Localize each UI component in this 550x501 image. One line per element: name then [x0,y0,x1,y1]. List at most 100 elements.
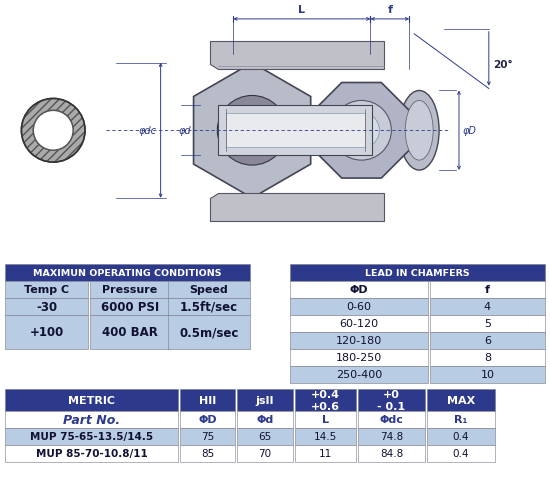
Text: 20°: 20° [493,60,513,70]
Text: 65: 65 [258,431,272,441]
Text: 10: 10 [481,370,494,379]
Text: +0.4
+0.6: +0.4 +0.6 [311,389,340,411]
Text: Part No.: Part No. [63,413,120,426]
Text: f: f [485,285,490,295]
Bar [90,315,170,349]
Bar [427,389,495,411]
Text: Temp C: Temp C [24,285,69,295]
Bar [430,349,545,366]
Bar [427,411,495,428]
Bar [5,445,178,462]
Circle shape [332,101,392,161]
Bar [427,445,495,462]
Text: 11: 11 [319,448,332,458]
Text: R₁: R₁ [454,414,467,424]
Bar [290,332,428,349]
Bar [295,411,356,428]
Bar [290,315,428,332]
Bar [90,298,170,315]
Circle shape [230,109,274,153]
Bar [180,428,235,445]
Bar [237,445,293,462]
Text: Φdc: Φdc [379,414,404,424]
Text: jsII: jsII [256,395,274,405]
Bar [237,428,293,445]
Polygon shape [194,64,311,198]
Text: 250-400: 250-400 [336,370,382,379]
Bar [290,366,428,383]
Bar [5,428,178,445]
Text: 14.5: 14.5 [314,431,337,441]
Text: MAXIMUN OPERATING CONDITIONS: MAXIMUN OPERATING CONDITIONS [33,268,222,277]
Bar [180,445,235,462]
Text: 60-120: 60-120 [339,319,378,329]
Circle shape [34,111,73,151]
Text: +100: +100 [29,326,64,339]
Text: R₁: R₁ [247,60,267,82]
Bar [226,114,365,148]
Text: ΦD: ΦD [198,414,217,424]
Text: 6: 6 [484,336,491,346]
Text: Φd: Φd [256,414,274,424]
Bar [290,298,428,315]
Text: 120-180: 120-180 [336,336,382,346]
Text: φd: φd [179,126,191,136]
Bar [430,332,545,349]
Bar [90,281,170,298]
Bar [168,281,250,298]
Bar [5,298,88,315]
Text: Pressure: Pressure [102,285,158,295]
Text: METRIC: METRIC [68,395,115,405]
Text: 84.8: 84.8 [380,448,403,458]
Bar [5,411,178,428]
Text: Speed: Speed [190,285,228,295]
Text: HII: HII [199,395,216,405]
Text: 180-250: 180-250 [336,353,382,363]
Bar [168,298,250,315]
Text: φdc: φdc [139,126,157,136]
Ellipse shape [399,91,439,171]
Bar [290,281,428,298]
Bar [5,281,88,298]
Bar [290,349,428,366]
Bar [237,411,293,428]
Text: 75: 75 [201,431,214,441]
Bar [290,264,545,281]
Bar [295,428,356,445]
Text: 0-60: 0-60 [346,302,371,312]
Text: 4: 4 [484,302,491,312]
Text: LEAD IN CHAMFERS: LEAD IN CHAMFERS [365,268,470,277]
Text: 74.8: 74.8 [380,431,403,441]
Text: 0.5m/sec: 0.5m/sec [179,326,239,339]
Bar [430,366,545,383]
Text: +0
- 0.1: +0 - 0.1 [377,389,405,411]
Bar [427,428,495,445]
Text: L: L [322,414,329,424]
Bar [430,298,545,315]
Text: 6000 PSI: 6000 PSI [101,300,159,313]
Bar [5,315,88,349]
Bar [180,411,235,428]
Text: 70: 70 [258,448,272,458]
Polygon shape [210,193,384,221]
Bar [430,281,545,298]
Bar [430,315,545,332]
Text: MAX: MAX [447,395,475,405]
Bar [218,106,372,156]
Bar [5,264,250,281]
Bar [358,389,425,411]
Text: 5: 5 [484,319,491,329]
Bar [180,389,235,411]
Bar [168,315,250,349]
Polygon shape [210,42,384,70]
Text: ΦD: ΦD [350,285,368,295]
Ellipse shape [405,101,433,161]
Text: 8: 8 [484,353,491,363]
Text: 400 BAR: 400 BAR [102,326,158,339]
Bar [5,389,178,411]
Bar [237,389,293,411]
Polygon shape [314,83,409,179]
Text: -30: -30 [36,300,57,313]
Bar [358,445,425,462]
Text: 85: 85 [201,448,214,458]
